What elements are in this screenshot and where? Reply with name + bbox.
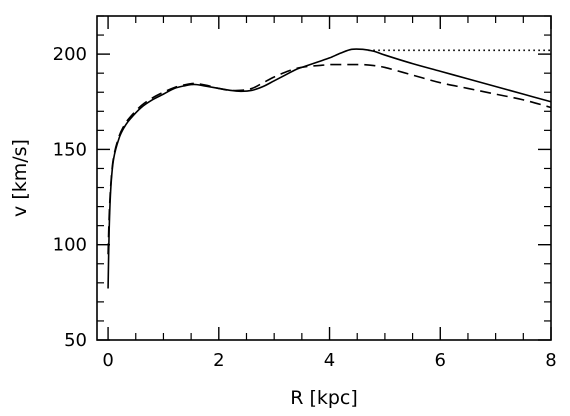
tick-labels: 0 2 4 6 8 50 100 150 200 [53, 44, 557, 371]
x-tick-label: 8 [545, 350, 556, 371]
x-tick-label: 4 [324, 350, 335, 371]
x-tick-label: 0 [102, 350, 113, 371]
series-line-dashed [107, 63, 552, 255]
x-axis-label: R [kpc] [290, 387, 358, 409]
plot-frame [96, 15, 552, 341]
y-tick-label: 100 [53, 235, 87, 256]
minor-ticks [97, 15, 551, 340]
y-tick-label: 200 [53, 44, 87, 65]
series-line-solid [107, 48, 552, 289]
y-tick-label: 150 [53, 139, 87, 160]
y-axis-label: v [km/s] [9, 139, 31, 217]
series-layer [107, 48, 552, 289]
x-tick-label: 2 [213, 350, 224, 371]
y-tick-label: 50 [64, 330, 87, 351]
x-tick-label: 6 [435, 350, 446, 371]
